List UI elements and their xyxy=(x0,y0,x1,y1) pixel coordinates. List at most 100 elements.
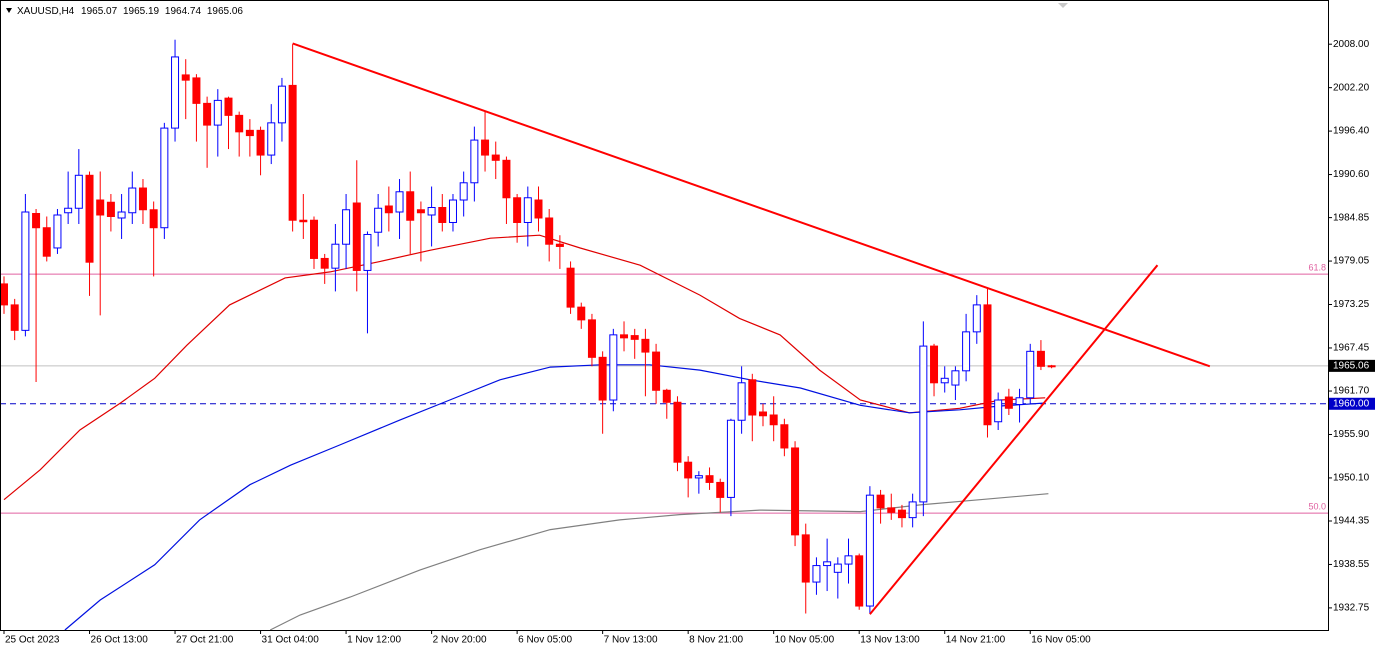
candle-body xyxy=(652,351,661,391)
shift-marker xyxy=(1058,3,1068,8)
candle-body xyxy=(320,257,329,269)
y-tick-label: 1961.70 xyxy=(1333,386,1370,397)
moving-average xyxy=(64,364,1046,631)
candle-body xyxy=(213,99,222,126)
candle-body xyxy=(406,191,415,221)
candle-body xyxy=(235,114,244,133)
candle-body xyxy=(438,207,447,223)
candle-body xyxy=(427,207,436,216)
candle-body xyxy=(310,219,319,259)
candle-body xyxy=(171,56,180,129)
candle-body xyxy=(470,139,479,184)
candle-body xyxy=(85,174,94,263)
candle-body xyxy=(865,494,874,607)
candle-body xyxy=(737,382,746,421)
header: XAUUSD,H4 1965.07 1965.19 1964.74 1965.0… xyxy=(17,6,243,17)
candle-body xyxy=(769,414,778,426)
moving-average xyxy=(269,493,1049,631)
candle-body xyxy=(566,267,575,308)
y-tick-label: 1990.60 xyxy=(1333,169,1370,180)
last-high: 1965.19 xyxy=(123,6,160,17)
candle-body xyxy=(1036,350,1045,367)
candle-body xyxy=(983,304,992,426)
candle-body xyxy=(758,411,767,417)
candle-body xyxy=(780,424,789,449)
candle-body xyxy=(502,159,511,199)
candle-body xyxy=(352,202,361,271)
candle-body xyxy=(823,561,832,567)
candle-body xyxy=(138,187,147,211)
candle-body xyxy=(673,401,682,463)
candle-body xyxy=(694,475,703,479)
candle-body xyxy=(128,187,137,214)
candle-body xyxy=(930,345,939,384)
candle-body xyxy=(1004,396,1013,409)
candle-body xyxy=(277,85,286,124)
candle-body xyxy=(203,102,212,126)
candle-body xyxy=(416,209,425,214)
candle-body xyxy=(192,77,201,104)
x-tick-label: 31 Oct 04:00 xyxy=(262,635,320,646)
y-tick-label: 1955.90 xyxy=(1333,429,1370,440)
candle-body xyxy=(342,209,351,245)
candle-body xyxy=(555,243,564,247)
plot-border xyxy=(0,0,1329,631)
candle-body xyxy=(74,174,83,209)
candle-body xyxy=(256,129,265,156)
candle-body xyxy=(844,555,853,565)
candle-body xyxy=(384,205,393,214)
candle-body xyxy=(887,507,896,513)
candle-body xyxy=(10,304,19,331)
marker-price-label: 1960.00 xyxy=(1333,398,1370,409)
plot-area: 61.8 50.0 xyxy=(0,39,1328,631)
candle-body xyxy=(331,243,340,269)
y-tick-label: 1938.55 xyxy=(1333,559,1370,570)
candle-body xyxy=(577,306,586,321)
x-tick-label: 7 Nov 13:00 xyxy=(604,635,658,646)
trendline xyxy=(869,264,1159,615)
candle-body xyxy=(513,197,522,223)
candle-body xyxy=(1026,350,1035,399)
candle-body xyxy=(609,334,618,401)
candle-body xyxy=(630,335,639,340)
candle-body xyxy=(53,214,62,249)
current-price-box xyxy=(1329,359,1375,372)
x-tick-label: 27 Oct 21:00 xyxy=(176,635,234,646)
candle-body xyxy=(748,379,757,416)
candle-body xyxy=(545,217,554,245)
candle-body xyxy=(459,182,468,201)
y-tick-label: 1950.10 xyxy=(1333,473,1370,484)
candle-body xyxy=(374,207,383,233)
candle-body xyxy=(791,447,800,536)
candle-body xyxy=(363,233,372,271)
candle-body xyxy=(288,84,297,221)
y-tick-label: 1979.05 xyxy=(1333,256,1370,267)
candle-body xyxy=(812,565,821,583)
candle-body xyxy=(994,399,1003,423)
candle-body xyxy=(620,334,629,339)
x-tick-label: 10 Nov 05:00 xyxy=(775,635,835,646)
candle-body xyxy=(726,419,735,498)
menu-arrow[interactable] xyxy=(6,8,12,13)
y-tick-label: 2002.20 xyxy=(1333,82,1370,93)
x-tick-label: 6 Nov 05:00 xyxy=(518,635,572,646)
candle-body xyxy=(972,304,981,333)
candle-body xyxy=(940,377,949,384)
candle-body xyxy=(448,199,457,223)
candle-body xyxy=(42,227,51,257)
x-tick-label: 26 Oct 13:00 xyxy=(91,635,149,646)
y-tick-label: 2008.00 xyxy=(1333,39,1370,50)
y-tick-label: 1984.85 xyxy=(1333,212,1370,223)
x-tick-label: 1 Nov 12:00 xyxy=(347,635,401,646)
symbol: XAUUSD,H4 xyxy=(17,6,75,17)
candle-body xyxy=(106,201,115,217)
y-tick-label: 1932.75 xyxy=(1333,603,1370,614)
candle-body xyxy=(224,97,233,116)
candle-body xyxy=(96,199,105,216)
fib-label: 50.0 xyxy=(1308,502,1326,512)
candle-body xyxy=(491,154,500,161)
candle-body xyxy=(534,199,543,219)
candle-body xyxy=(1047,365,1056,368)
candle-body xyxy=(598,356,607,401)
